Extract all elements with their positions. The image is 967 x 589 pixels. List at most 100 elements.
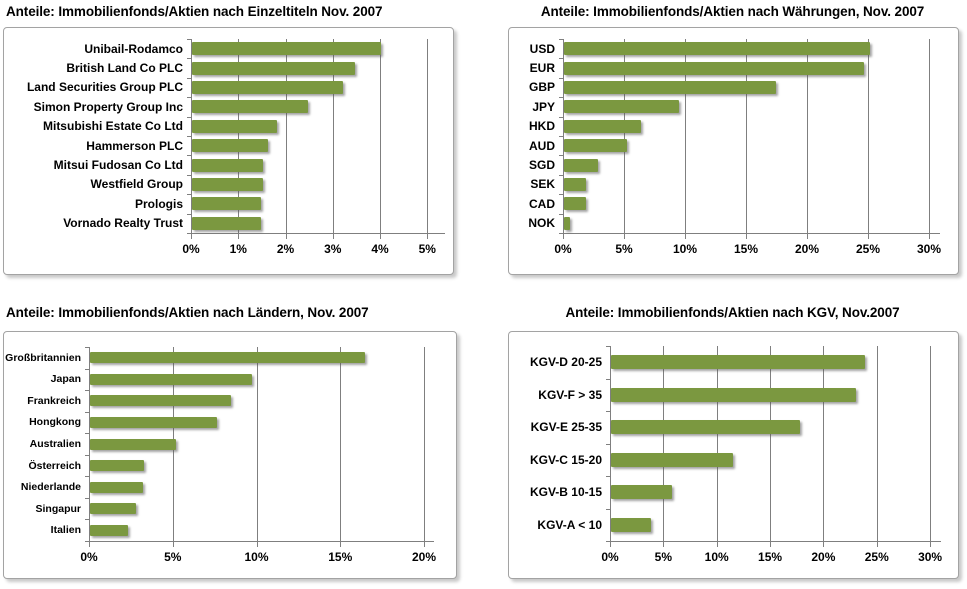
category-label: SEK — [530, 177, 555, 192]
y-axis-tick — [85, 347, 89, 348]
y-axis-tick — [559, 58, 563, 59]
bar — [564, 100, 679, 114]
y-axis-tick — [187, 117, 191, 118]
chart-title-waehrungen: Anteile: Immobilienfonds/Aktien nach Wäh… — [540, 4, 925, 19]
x-axis-tick — [380, 234, 381, 239]
x-tick-label: 30% — [916, 242, 942, 256]
category-label: KGV-B 10-15 — [529, 485, 602, 500]
bar — [611, 387, 857, 402]
x-tick-label: 5% — [615, 242, 633, 256]
grid-line — [823, 346, 825, 541]
category-label: Land Securities Group PLC — [26, 80, 183, 95]
y-axis-tick — [606, 346, 610, 347]
bar-chart-kgv: 0% 5% 10% 15% 20% 25% 30% KGV-D 20-25 KGV-F > 35… — [508, 331, 959, 579]
x-axis-tick — [868, 234, 869, 239]
x-axis-tick — [89, 542, 90, 547]
y-axis-tick — [187, 214, 191, 215]
chart-title-laender: Anteile: Immobilienfonds/Aktien nach Län… — [6, 305, 369, 320]
y-axis-tick — [187, 97, 191, 98]
bar — [192, 139, 268, 153]
y-axis-tick — [187, 175, 191, 176]
y-axis-tick — [606, 541, 610, 542]
bar — [611, 485, 673, 500]
category-label: USD — [529, 41, 555, 56]
bar — [192, 158, 263, 172]
y-axis-tick — [559, 194, 563, 195]
x-axis-tick — [663, 542, 665, 547]
x-tick-label: 5% — [654, 550, 673, 564]
category-label: SGD — [528, 158, 555, 173]
x-tick-label: 0% — [601, 550, 619, 564]
y-axis-tick — [85, 390, 89, 391]
x-tick-label: 0% — [182, 242, 200, 256]
category-label: Frankreich — [27, 394, 81, 407]
grid-line — [427, 39, 429, 233]
bar — [90, 524, 128, 536]
y-axis-tick — [85, 541, 89, 542]
x-axis-tick — [424, 542, 425, 547]
x-axis-tick — [191, 234, 192, 239]
x-tick-label: 2% — [276, 242, 295, 256]
x-axis-tick — [876, 542, 878, 547]
category-label: Singapur — [35, 502, 81, 515]
category-label: British Land Co PLC — [66, 61, 183, 76]
bar — [564, 158, 599, 172]
x-axis-tick — [427, 234, 429, 239]
bar — [564, 197, 586, 211]
x-tick-label: 20% — [811, 550, 836, 564]
grid-line — [256, 347, 258, 541]
y-axis-tick — [85, 498, 89, 499]
x-axis-tick — [807, 234, 808, 239]
x-axis-tick — [929, 234, 930, 239]
bar — [564, 216, 571, 230]
category-label: Mitsubishi Estate Co Ltd — [42, 119, 183, 134]
y-axis-tick — [85, 455, 89, 456]
category-label: KGV-F > 35 — [538, 387, 602, 402]
bar — [90, 416, 218, 428]
x-tick-label: 20% — [411, 550, 437, 564]
category-label: Unibail-Rodamco — [84, 41, 183, 56]
bar — [192, 61, 355, 75]
x-axis-tick — [563, 234, 564, 239]
bar — [192, 100, 308, 114]
category-label: Japan — [50, 373, 81, 386]
bar — [611, 517, 651, 532]
x-axis-tick — [930, 542, 932, 547]
x-tick-label: 5% — [418, 242, 436, 256]
bar — [611, 452, 733, 467]
y-axis-tick — [187, 136, 191, 137]
y-axis-tick — [187, 39, 191, 40]
x-tick-label: 15% — [758, 550, 783, 564]
bar — [192, 42, 381, 56]
grid-line — [746, 39, 747, 233]
y-axis-tick — [187, 58, 191, 59]
category-label: KGV-D 20-25 — [529, 355, 602, 370]
plot-area — [191, 39, 445, 234]
bar — [192, 178, 263, 191]
grid-line — [340, 347, 342, 541]
grid-line — [380, 39, 381, 233]
y-axis-tick — [559, 97, 563, 98]
grid-line — [876, 346, 878, 541]
x-tick-label: 10% — [244, 550, 269, 564]
y-axis-tick — [85, 433, 89, 434]
y-axis-tick — [187, 233, 191, 234]
bar — [90, 460, 144, 472]
category-label: Westfield Group — [90, 177, 183, 192]
x-tick-label: 4% — [371, 242, 389, 256]
x-axis-tick — [172, 542, 174, 547]
x-tick-label: 25% — [864, 550, 889, 564]
y-axis-tick — [606, 509, 610, 510]
y-axis-tick — [559, 117, 563, 118]
category-label: EUR — [529, 61, 555, 76]
chart-title-kgv: Anteile: Immobilienfonds/Aktien nach KGV… — [565, 305, 900, 320]
x-axis-tick — [746, 234, 747, 239]
bar — [564, 119, 641, 133]
grid-line — [929, 39, 930, 233]
y-axis-tick — [559, 155, 563, 156]
grid-line — [238, 39, 240, 233]
bar — [564, 42, 871, 56]
bar-chart-laender: 0% 5% 10% 15% 20% Großbritannien Japan Frankrei… — [3, 331, 457, 579]
x-axis-tick — [256, 542, 258, 547]
category-label: KGV-A < 10 — [537, 517, 602, 532]
